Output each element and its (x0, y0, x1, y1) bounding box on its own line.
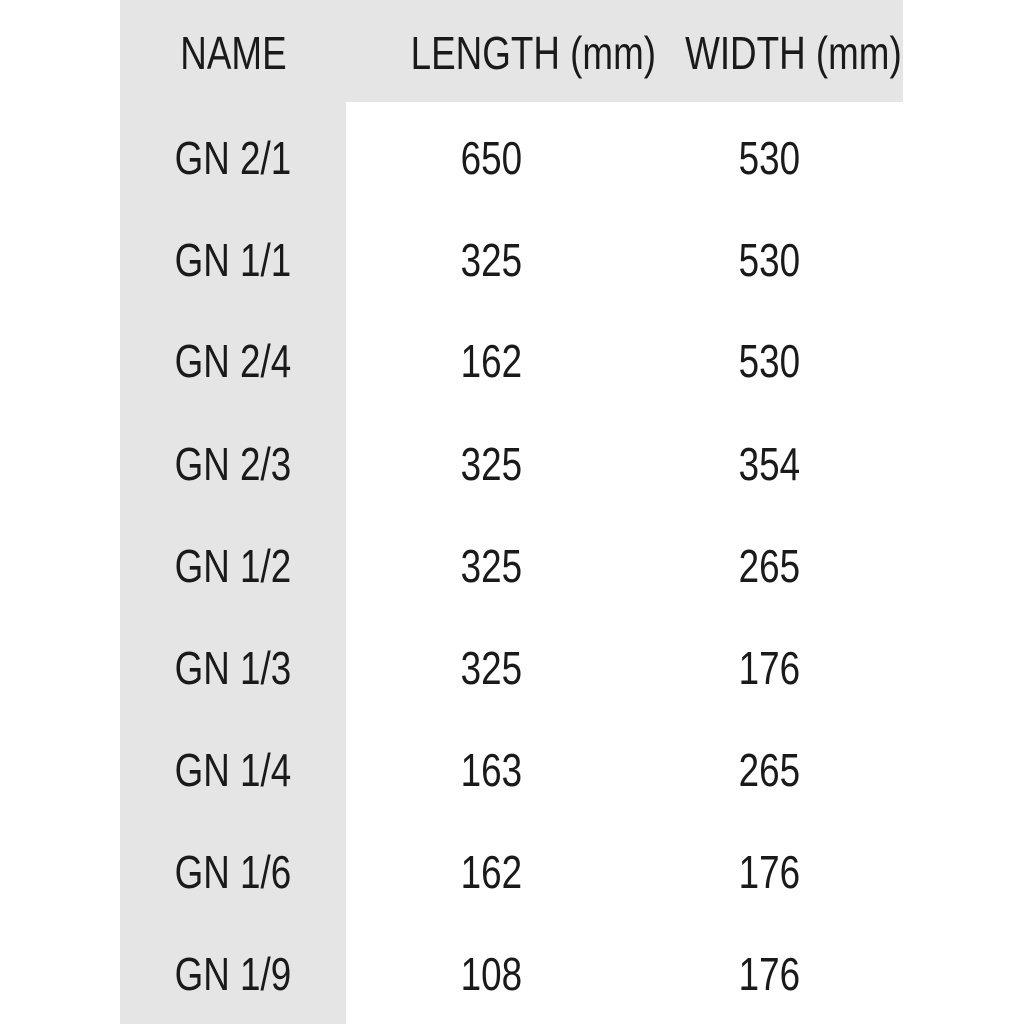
table-cell-width: 530 (738, 335, 800, 387)
table-cell-name: GN 1/4 (174, 744, 292, 796)
name-column-background (120, 0, 346, 1024)
table-cell-name: GN 1/9 (174, 948, 292, 1000)
table-cell-length: 162 (460, 335, 522, 387)
table-cell-width: 265 (738, 744, 800, 796)
table-cell-length: 325 (460, 540, 522, 592)
table-cell-name: GN 1/1 (174, 234, 292, 286)
table-cell-name: GN 2/3 (174, 438, 292, 490)
header-name: NAME (179, 27, 287, 79)
table-cell-length: 163 (460, 744, 522, 796)
table-cell-name: GN 2/1 (174, 132, 292, 184)
table-cell-name: GN 1/6 (174, 846, 292, 898)
table-cell-width: 176 (738, 948, 800, 1000)
table-cell-length: 325 (460, 642, 522, 694)
table-cell-width: 176 (738, 642, 800, 694)
table-cell-length: 162 (460, 846, 522, 898)
header-width: WIDTH (mm) (685, 27, 902, 79)
table-cell-width: 354 (738, 438, 800, 490)
table-cell-name: GN 1/2 (174, 540, 292, 592)
header-length: LENGTH (mm) (410, 27, 656, 79)
table-cell-width: 265 (738, 540, 800, 592)
table-cell-length: 650 (460, 132, 522, 184)
table-cell-length: 325 (460, 234, 522, 286)
table-cell-name: GN 2/4 (174, 335, 292, 387)
table-cell-length: 108 (460, 948, 522, 1000)
table-cell-name: GN 1/3 (174, 642, 292, 694)
table-cell-width: 530 (738, 234, 800, 286)
table-cell-length: 325 (460, 438, 522, 490)
table-cell-width: 176 (738, 846, 800, 898)
table-cell-width: 530 (738, 132, 800, 184)
